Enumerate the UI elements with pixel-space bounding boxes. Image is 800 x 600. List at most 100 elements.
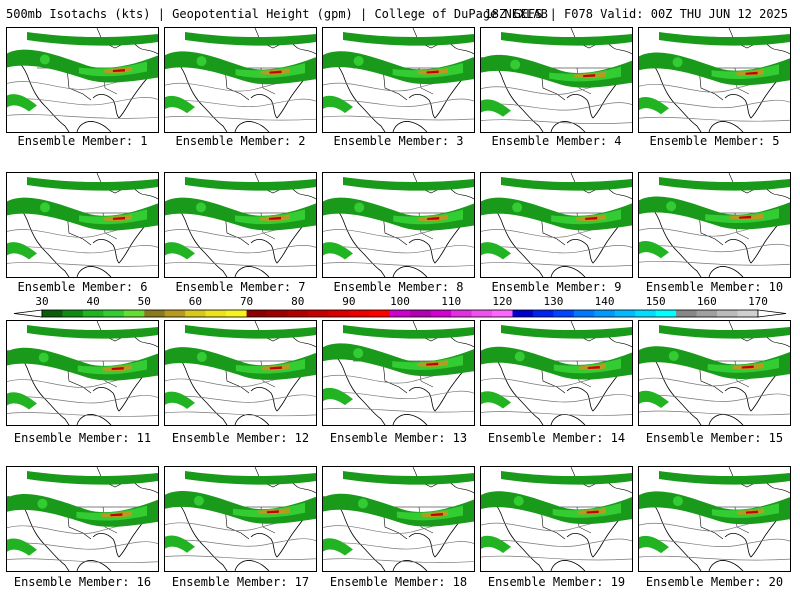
ensemble-member-label: Ensemble Member: 20: [645, 575, 784, 589]
ensemble-member-panel: Ensemble Member: 18: [322, 466, 475, 589]
colorbar-swatch: [328, 310, 350, 317]
colorbar-swatch: [205, 310, 227, 317]
ensemble-member-label: Ensemble Member: 5: [649, 134, 780, 148]
ensemble-member-panel: Ensemble Member: 11: [6, 320, 159, 445]
ensemble-member-panel: Ensemble Member: 6: [6, 172, 159, 294]
ensemble-member-label: Ensemble Member: 17: [171, 575, 310, 589]
ensemble-member-map: [638, 172, 791, 278]
ensemble-member-label: Ensemble Member: 6: [17, 280, 148, 294]
ensemble-member-map: [6, 27, 159, 133]
colorbar-tick-label: 140: [594, 295, 615, 308]
colorbar-swatch: [287, 310, 309, 317]
colorbar-swatch: [307, 310, 329, 317]
colorbar-swatch: [267, 310, 288, 317]
ensemble-member-panel: Ensemble Member: 16: [6, 466, 159, 589]
colorbar-swatch: [103, 310, 125, 317]
colorbar-swatch: [573, 310, 595, 317]
ensemble-member-label: Ensemble Member: 18: [329, 575, 468, 589]
ensemble-member-panel: Ensemble Member: 8: [322, 172, 475, 294]
colorbar-swatch: [676, 310, 697, 317]
ensemble-member-label: Ensemble Member: 8: [333, 280, 464, 294]
colorbar-swatch: [430, 310, 452, 317]
ensemble-member-panel: Ensemble Member: 10: [638, 172, 791, 294]
ensemble-member-map: [322, 172, 475, 278]
ensemble-member-map: [322, 320, 475, 426]
run-info: 18Z GEFS | F078 Valid: 00Z THU JUN 12 20…: [484, 7, 788, 21]
ensemble-member-label: Ensemble Member: 4: [491, 134, 622, 148]
colorbar-tick-label: 110: [441, 295, 462, 308]
ensemble-member-map: [164, 172, 317, 278]
colorbar-swatch: [123, 310, 145, 317]
colorbar-swatch: [737, 310, 759, 317]
ensemble-member-label: Ensemble Member: 2: [175, 134, 306, 148]
ensemble-member-panel: Ensemble Member: 7: [164, 172, 317, 294]
colorbar-tick-label: 170: [748, 295, 768, 308]
colorbar-swatch: [553, 310, 575, 317]
colorbar-swatch: [655, 310, 677, 317]
ensemble-member-panel: Ensemble Member: 14: [480, 320, 633, 445]
colorbar-swatch: [42, 310, 63, 317]
colorbar-swatch: [717, 310, 738, 317]
colorbar-swatch: [471, 310, 493, 317]
colorbar-swatch: [82, 310, 104, 317]
ensemble-member-panel: Ensemble Member: 12: [164, 320, 317, 445]
colorbar-swatch: [62, 310, 84, 317]
product-title: 500mb Isotachs (kts) | Geopotential Heig…: [6, 7, 548, 21]
colorbar-swatch: [226, 310, 247, 317]
ensemble-member-label: Ensemble Member: 13: [329, 431, 468, 445]
ensemble-member-label: Ensemble Member: 1: [17, 134, 148, 148]
colorbar-tick-label: 160: [696, 295, 717, 308]
colorbar-tick-label: 90: [342, 295, 356, 308]
ensemble-member-map: [480, 27, 633, 133]
ensemble-member-map: [6, 466, 159, 572]
colorbar-swatch: [144, 310, 166, 317]
ensemble-member-map: [322, 27, 475, 133]
ensemble-member-label: Ensemble Member: 11: [13, 431, 152, 445]
ensemble-member-label: Ensemble Member: 10: [645, 280, 784, 294]
colorbar-swatch: [512, 310, 534, 317]
ensemble-member-panel: Ensemble Member: 9: [480, 172, 633, 294]
ensemble-member-panel: Ensemble Member: 3: [322, 27, 475, 148]
colorbar-swatch: [614, 310, 636, 317]
colorbar-tick-label: 130: [543, 295, 564, 308]
ensemble-member-map: [6, 320, 159, 426]
ensemble-member-label: Ensemble Member: 15: [645, 431, 784, 445]
ensemble-member-panel: Ensemble Member: 5: [638, 27, 791, 148]
ensemble-member-label: Ensemble Member: 19: [487, 575, 626, 589]
colorbar-swatch: [410, 310, 431, 317]
ensemble-member-panel: Ensemble Member: 17: [164, 466, 317, 589]
colorbar-scale: [13, 309, 787, 318]
ensemble-member-label: Ensemble Member: 9: [491, 280, 622, 294]
colorbar-swatch: [696, 310, 718, 317]
colorbar-max-arrow: [757, 309, 787, 318]
colorbar-tick-label: 80: [291, 295, 305, 308]
colorbar-tick-label: 30: [35, 295, 49, 308]
ensemble-member-map: [638, 27, 791, 133]
ensemble-member-panel: Ensemble Member: 15: [638, 320, 791, 445]
ensemble-member-label: Ensemble Member: 14: [487, 431, 626, 445]
header: 500mb Isotachs (kts) | Geopotential Heig…: [6, 6, 796, 22]
ensemble-member-label: Ensemble Member: 16: [13, 575, 152, 589]
ensemble-member-map: [638, 320, 791, 426]
colorbar-swatch: [348, 310, 370, 317]
colorbar-min-arrow: [13, 309, 43, 318]
ensemble-member-panel: Ensemble Member: 4: [480, 27, 633, 148]
ensemble-member-label: Ensemble Member: 7: [175, 280, 306, 294]
ensemble-member-map: [322, 466, 475, 572]
colorbar-swatch: [389, 310, 411, 317]
colorbar-tick-label: 100: [390, 295, 410, 308]
colorbar-tick-label: 50: [137, 295, 151, 308]
ensemble-member-map: [164, 27, 317, 133]
colorbar-swatch: [451, 310, 472, 317]
colorbar-swatch: [185, 310, 206, 317]
ensemble-member-map: [480, 172, 633, 278]
colorbar-tick-label: 40: [86, 295, 100, 308]
ensemble-member-label: Ensemble Member: 3: [333, 134, 464, 148]
isotach-colorbar: 30 40 50 60 70 80 90 100 110 120 130 140 150 160 170: [0, 296, 800, 320]
colorbar-tick-label: 60: [188, 295, 203, 308]
ensemble-member-panel: Ensemble Member: 1: [6, 27, 159, 148]
colorbar-swatch: [164, 310, 186, 317]
colorbar-tick-label: 120: [492, 295, 513, 308]
ensemble-member-panel: Ensemble Member: 2: [164, 27, 317, 148]
colorbar-tick-label: 70: [239, 295, 254, 308]
